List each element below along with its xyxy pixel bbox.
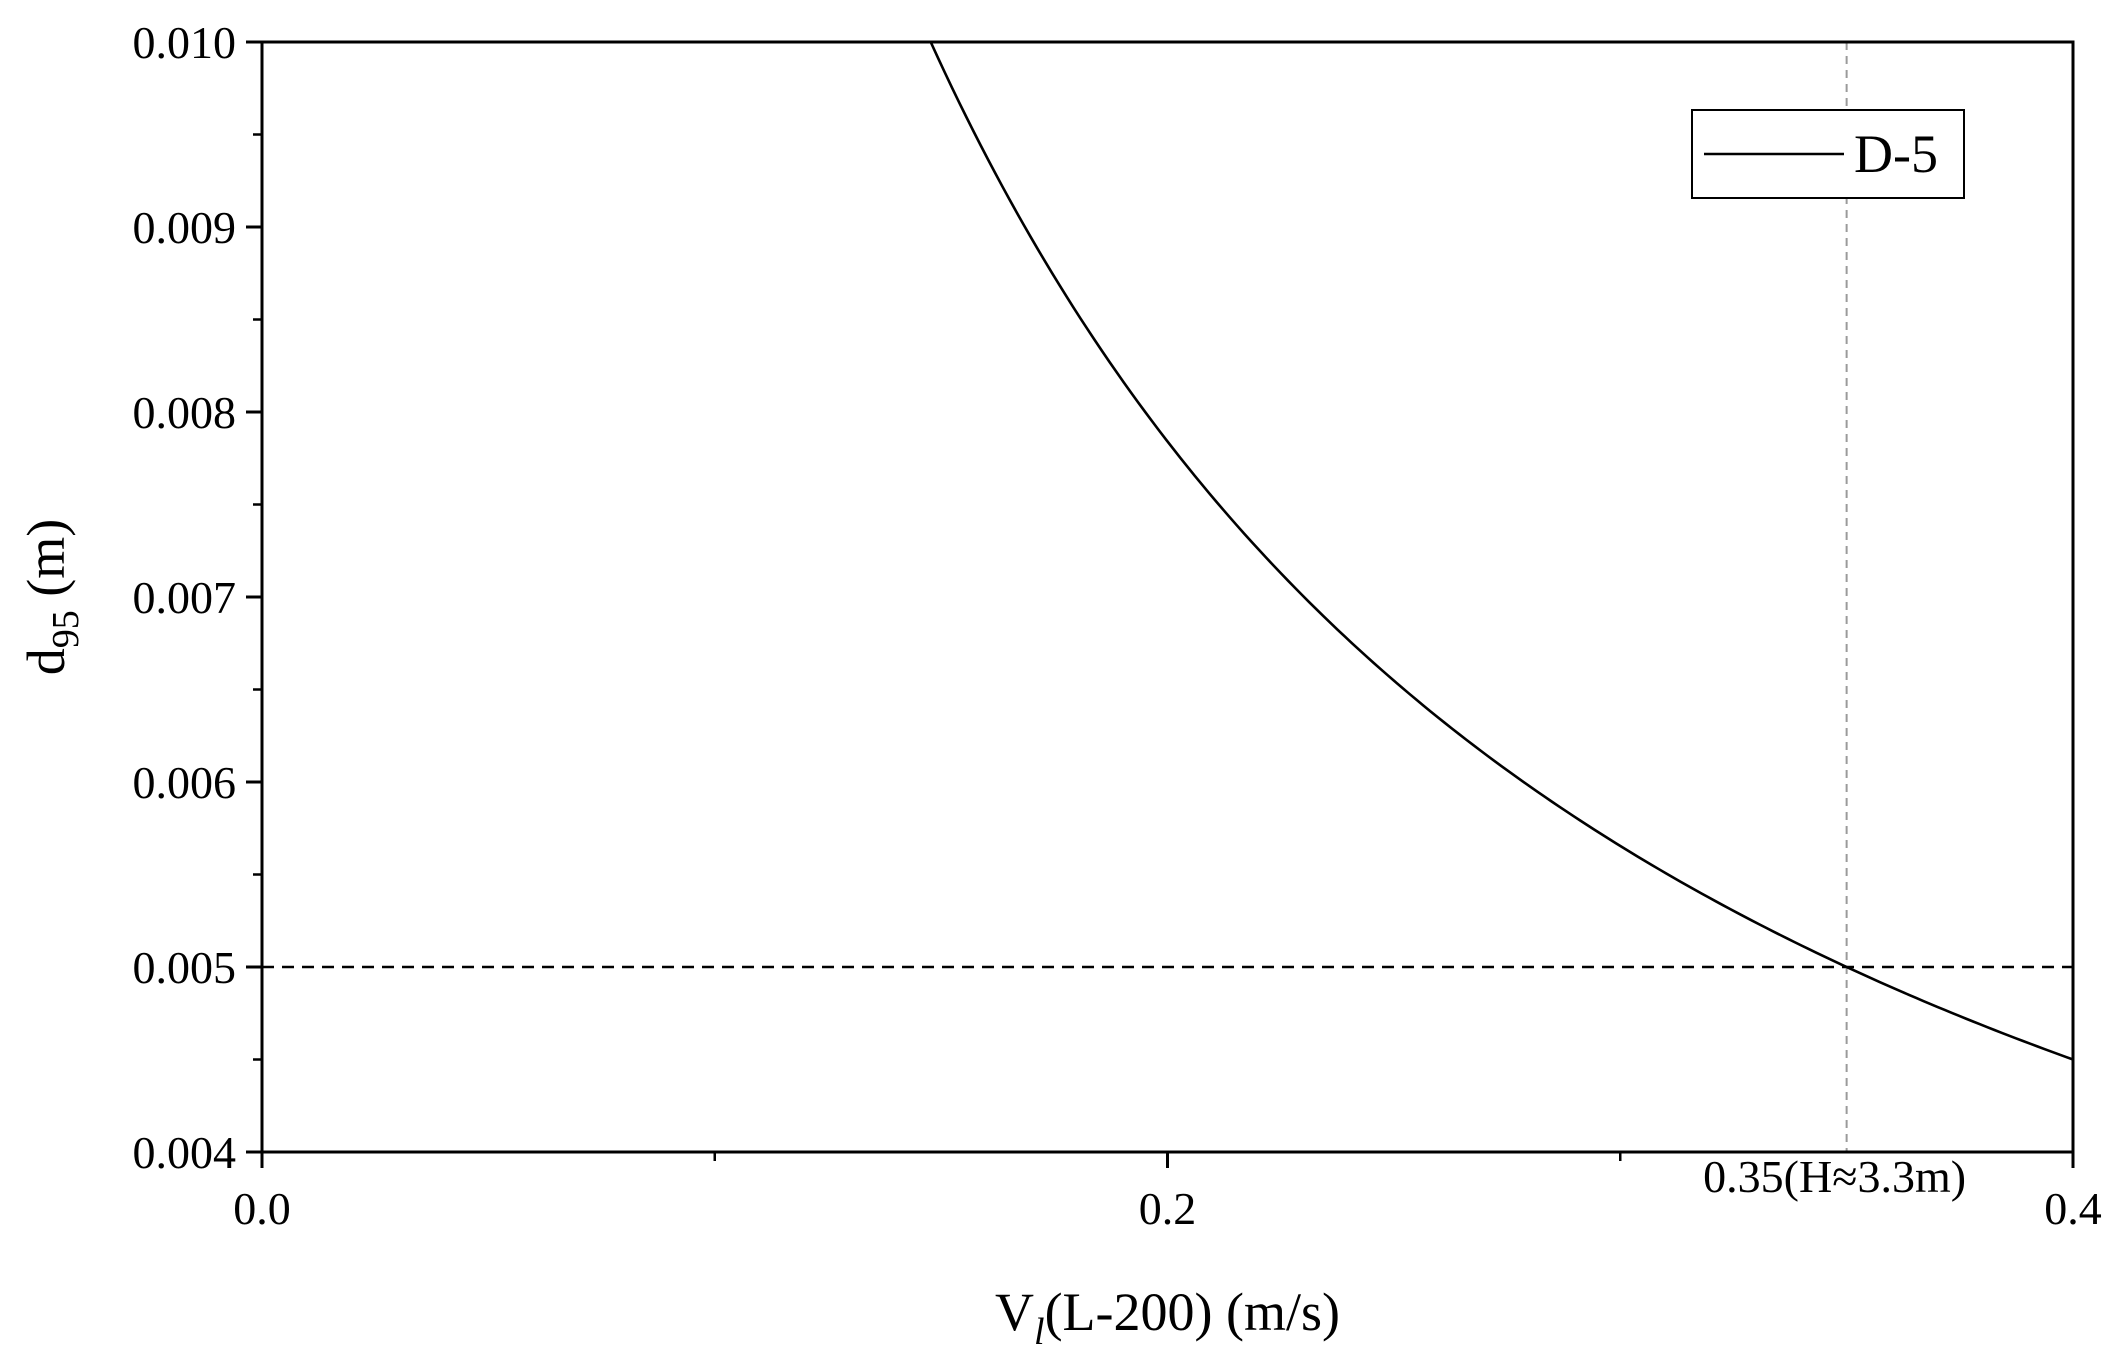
x-tick-label: 0.2 (1139, 1183, 1197, 1234)
series-line-d-5 (929, 41, 2074, 1061)
plot-frame (260, 40, 2075, 1154)
y-tick-label: 0.004 (133, 1127, 237, 1178)
vertical-line-annotation: 0.35(H≈3.3m) (1703, 1151, 1966, 1202)
y-axis-title-rest: (m) (16, 519, 76, 610)
y-tick-label: 0.005 (133, 942, 237, 993)
y-axis-title: d95 (m) (16, 519, 87, 675)
series-layer (929, 41, 2074, 1061)
tick-labels: 0.0 0.2 0.4 0.004 0.005 0.006 0.007 0.008 0.009 0… (133, 17, 2102, 1234)
annotations: 0.35(H≈3.3m) (1703, 1151, 1966, 1202)
x-axis-title-main: V (995, 1282, 1034, 1342)
x-axis-title-subscript: l (1034, 1311, 1045, 1353)
y-tick-label: 0.006 (133, 757, 237, 808)
y-axis-title-main: d (16, 648, 76, 675)
legend: D-5 (1691, 109, 1965, 199)
axes (260, 40, 2075, 1154)
y-tick-label: 0.009 (133, 202, 237, 253)
x-axis-title-rest: (L-200) (m/s) (1045, 1282, 1340, 1342)
y-tick-label: 0.007 (133, 572, 237, 623)
reference-lines (262, 42, 2073, 1152)
y-tick-label: 0.010 (133, 17, 237, 68)
x-tick-label: 0.0 (233, 1183, 291, 1234)
x-axis-title: Vl(L-200) (m/s) (995, 1282, 1340, 1353)
legend-label-d-5: D-5 (1854, 124, 1938, 184)
axis-titles: Vl(L-200) (m/s) d95 (m) (16, 519, 1340, 1353)
x-tick-label: 0.4 (2044, 1183, 2102, 1234)
y-axis-title-subscript: 95 (45, 610, 87, 648)
y-tick-label: 0.008 (133, 387, 237, 438)
tick-marks (246, 40, 2075, 1168)
